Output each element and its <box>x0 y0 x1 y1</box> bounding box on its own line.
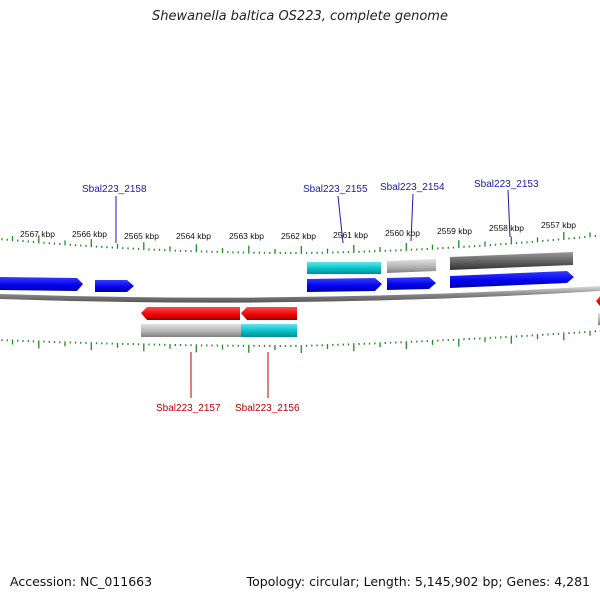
scale-tick-label: 2558 kbp <box>489 223 524 233</box>
scale-tick-label: 2559 kbp <box>437 226 472 236</box>
dark-feature[interactable] <box>450 252 573 270</box>
forward-gene-arrow[interactable] <box>95 280 134 292</box>
label-leaders <box>115 189 511 398</box>
accession-label: Accession: NC_011663 <box>10 574 153 589</box>
reverse-gene-row <box>141 296 600 320</box>
leader-line <box>507 189 511 238</box>
gene-label-forward[interactable]: Sbal223_2154 <box>380 182 445 193</box>
gene-label-reverse[interactable]: Sbal223_2157 <box>156 403 221 414</box>
inner-tick-ring <box>1 330 600 353</box>
scale-tick-label: 2561 kbp <box>333 230 368 240</box>
forward-gene-row <box>0 271 574 292</box>
scale-tick-label: 2564 kbp <box>176 231 211 241</box>
forward-gene-arrow[interactable] <box>307 278 382 292</box>
gray-feature-partial[interactable] <box>598 313 600 325</box>
reverse-gene-arrow-partial[interactable] <box>596 296 600 306</box>
scale-tick-label: 2566 kbp <box>72 229 107 239</box>
gene-label-forward[interactable]: Sbal223_2158 <box>82 184 147 195</box>
outer-tick-ring <box>1 232 600 254</box>
scale-tick-label: 2562 kbp <box>281 231 316 241</box>
scale-tick-label: 2560 kbp <box>385 228 420 238</box>
scale-tick-label: 2567 kbp <box>20 229 55 239</box>
forward-gene-arrow[interactable] <box>0 277 83 291</box>
gray-feature[interactable] <box>387 259 436 273</box>
genome-backbone <box>0 286 600 303</box>
leader-line <box>337 195 344 244</box>
gene-label-reverse[interactable]: Sbal223_2156 <box>235 403 300 414</box>
scale-tick-label: 2565 kbp <box>124 231 159 241</box>
gene-label-forward[interactable]: Sbal223_2153 <box>474 179 539 190</box>
gene-label-forward[interactable]: Sbal223_2155 <box>303 184 368 195</box>
scale-labels: 2567 kbp 2566 kbp 2565 kbp 2564 kbp 2563… <box>20 220 576 241</box>
gene-labels: Sbal223_2158 Sbal223_2155 Sbal223_2154 S… <box>82 179 539 414</box>
gray-feature[interactable] <box>141 324 241 337</box>
scale-tick-label: 2563 kbp <box>229 231 264 241</box>
topology-label: Topology: circular; Length: 5,145,902 bp… <box>246 574 590 589</box>
reverse-feature-row <box>141 313 600 337</box>
forward-feature-row <box>307 252 573 274</box>
forward-gene-arrow[interactable] <box>450 271 574 288</box>
cyan-feature[interactable] <box>241 324 297 337</box>
forward-gene-arrow[interactable] <box>387 277 436 290</box>
reverse-gene-arrow[interactable] <box>141 307 240 320</box>
map-title: Shewanella baltica OS223, complete genom… <box>152 9 448 24</box>
reverse-gene-arrow[interactable] <box>241 307 297 320</box>
scale-tick-label: 2557 kbp <box>541 220 576 230</box>
cyan-feature[interactable] <box>307 262 381 274</box>
leader-line <box>410 193 414 242</box>
